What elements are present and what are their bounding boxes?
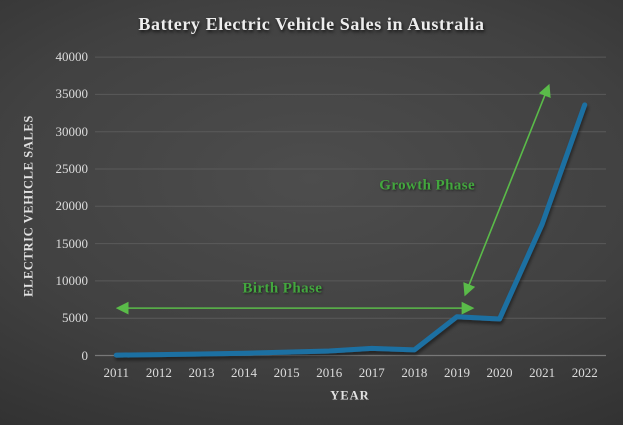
x-tick-label: 2020: [486, 365, 513, 380]
x-tick-label: 2015: [273, 365, 300, 380]
x-axis-title: YEAR: [330, 388, 370, 403]
x-tick-label: 2022: [571, 365, 598, 380]
y-tick-label: 20000: [55, 198, 89, 214]
y-tick-label: 10000: [55, 272, 89, 288]
x-tick-label: 2012: [145, 365, 172, 380]
x-tick-label: 2019: [443, 365, 470, 380]
y-tick-label: 25000: [55, 161, 89, 176]
x-tick-label: 2018: [401, 365, 428, 380]
diagonal-double-arrow: [463, 83, 551, 297]
x-tick-label: 2017: [358, 365, 385, 380]
x-tick-label: 2016: [316, 365, 343, 380]
sales-line-series: [113, 102, 588, 358]
y-tick-label: 30000: [55, 123, 89, 139]
y-tick-label: 5000: [62, 310, 88, 326]
growth-phase-label: Growth Phase: [379, 177, 476, 194]
x-tick-label: 2011: [103, 365, 130, 380]
birth-phase-label: Birth Phase: [242, 280, 323, 297]
y-tick-label: 35000: [55, 86, 89, 102]
x-tick-label: 2013: [188, 365, 215, 380]
x-tick-label: 2014: [231, 365, 258, 380]
y-tick-label: 0: [81, 347, 89, 363]
chart-title: Battery Electric Vehicle Sales in Austra…: [138, 14, 485, 34]
y-tick-label: 40000: [55, 49, 89, 65]
x-tick-label: 2021: [529, 365, 556, 380]
y-tick-label: 15000: [55, 235, 89, 251]
